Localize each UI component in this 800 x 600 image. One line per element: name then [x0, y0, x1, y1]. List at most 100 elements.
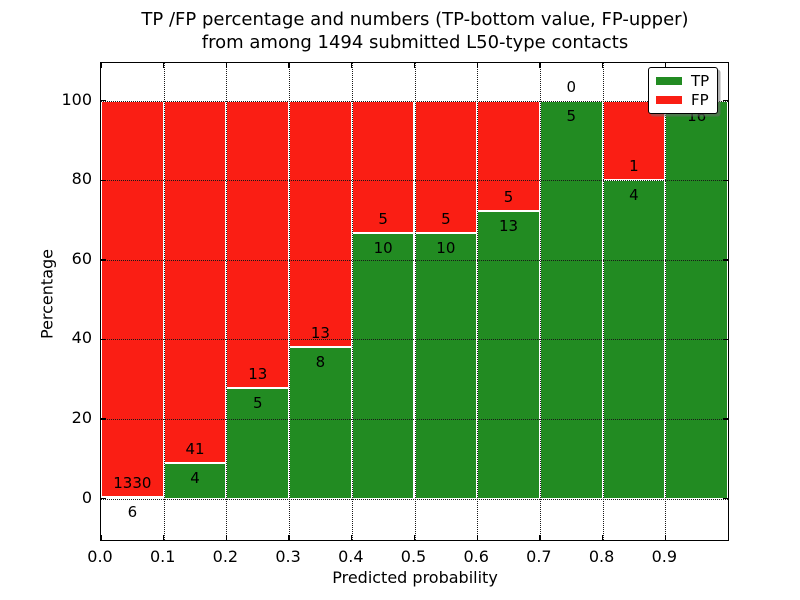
x-tick-mark: [601, 63, 604, 68]
y-tick-mark: [101, 418, 106, 420]
bar-segment-fp: [101, 100, 164, 497]
x-tick-label: 0.3: [275, 547, 301, 566]
gridline-vertical: [289, 63, 291, 540]
bar-label-fp: 1: [629, 157, 639, 176]
y-tick-mark: [723, 497, 728, 500]
gridline-vertical: [163, 63, 165, 540]
bar-label-fp: 13: [248, 365, 268, 384]
y-tick-mark: [101, 497, 106, 500]
bar-label-fp: 0: [566, 77, 577, 96]
bar-label-tp: 8: [315, 353, 326, 372]
chart-title-line1: TP /FP percentage and numbers (TP-bottom…: [141, 9, 689, 30]
y-tick-mark: [723, 100, 728, 102]
bar-segment-fp: [289, 100, 352, 348]
y-tick-label: 40: [71, 328, 92, 348]
gridline-vertical: [414, 63, 416, 540]
y-tick-label: 0: [81, 487, 92, 507]
bar-label-tp: 4: [190, 469, 200, 488]
bar-label-fp: 5: [441, 210, 451, 229]
bar-segment-fp: [226, 100, 290, 389]
x-axis-label: Predicted probability: [332, 568, 498, 587]
y-tick-mark: [101, 259, 106, 261]
x-tick-mark: [288, 535, 290, 540]
bar-label-fp: 13: [310, 324, 330, 343]
x-tick-mark: [163, 63, 165, 68]
y-tick-mark: [101, 100, 106, 102]
gridline-vertical: [477, 63, 479, 540]
x-tick-label: 0.2: [212, 547, 239, 566]
x-tick-mark: [351, 63, 353, 68]
legend-entry: TP: [656, 73, 710, 89]
bar-segment-tp: [163, 463, 227, 499]
gridline-vertical: [539, 63, 541, 540]
legend-label: TP: [691, 72, 710, 91]
bar-segment-fp: [163, 100, 227, 464]
y-tick-mark: [723, 179, 728, 182]
x-tick-mark: [539, 63, 541, 68]
x-tick-label: 0.4: [338, 547, 364, 566]
x-tick-mark: [100, 535, 102, 540]
bar-segment-tp: [477, 211, 540, 499]
bar-label-tp: 10: [436, 239, 456, 258]
gridline-vertical: [351, 63, 353, 540]
x-tick-label: 0.0: [87, 547, 113, 566]
bar-segment-fp: [602, 100, 666, 181]
bar-label-tp: 5: [566, 106, 577, 125]
y-tick-mark: [101, 338, 106, 341]
legend-swatch-tp: [656, 77, 682, 86]
bar-label-tp: 5: [252, 394, 263, 413]
legend-swatch-fp: [656, 95, 682, 104]
x-tick-mark: [476, 535, 478, 540]
y-tick-label: 100: [61, 89, 92, 109]
x-tick-label: 0.7: [526, 547, 552, 566]
gridline-vertical: [602, 63, 604, 540]
bar-segment-tp: [101, 496, 164, 499]
y-tick-mark: [723, 338, 728, 341]
x-tick-mark: [225, 63, 228, 68]
bar-segment-tp: [351, 233, 415, 499]
bar-segment-tp: [289, 347, 352, 499]
x-tick-mark: [664, 535, 666, 540]
bar-segment-tp: [665, 100, 728, 499]
x-tick-mark: [476, 63, 478, 68]
legend-entry: FP: [656, 92, 710, 108]
bar-segment-tp: [414, 233, 478, 499]
legend-label: FP: [691, 90, 709, 109]
x-tick-mark: [413, 535, 416, 540]
x-tick-label: 0.9: [651, 547, 678, 566]
x-tick-mark: [100, 63, 102, 68]
y-tick-mark: [723, 259, 728, 261]
bar-segment-fp: [477, 100, 540, 212]
legend: TP FP: [648, 67, 718, 114]
x-tick-mark: [664, 63, 666, 68]
x-tick-mark: [225, 535, 228, 540]
bar-label-fp: 41: [185, 440, 205, 459]
x-tick-label: 0.5: [400, 547, 427, 566]
bar-segment-fp: [351, 100, 415, 234]
bar-label-fp: 5: [503, 188, 514, 207]
chart-title-line2: from among 1494 submitted L50-type conta…: [201, 31, 629, 53]
x-tick-mark: [288, 63, 290, 68]
bar-label-tp: 13: [499, 217, 519, 236]
x-tick-label: 0.1: [149, 547, 176, 566]
x-tick-mark: [163, 535, 165, 540]
x-tick-label: 0.6: [463, 547, 489, 566]
bar-label-tp: 4: [629, 186, 639, 205]
bar-segment-tp: [539, 100, 603, 499]
y-tick-mark: [723, 418, 728, 420]
bar-label-tp: 6: [127, 502, 138, 521]
x-tick-mark: [539, 535, 541, 540]
x-tick-mark: [351, 535, 353, 540]
x-tick-mark: [413, 63, 416, 68]
x-tick-label: 0.8: [588, 547, 615, 566]
bar-label-fp: 1330: [113, 473, 152, 492]
gridline-vertical: [226, 63, 228, 540]
chart-title: TP /FP percentage and numbers (TP-bottom…: [100, 9, 730, 54]
y-tick-label: 60: [71, 248, 92, 268]
y-tick-label: 20: [71, 408, 92, 428]
bar-label-tp: 10: [373, 239, 393, 258]
x-tick-mark: [601, 535, 604, 540]
y-tick-mark: [101, 179, 106, 182]
